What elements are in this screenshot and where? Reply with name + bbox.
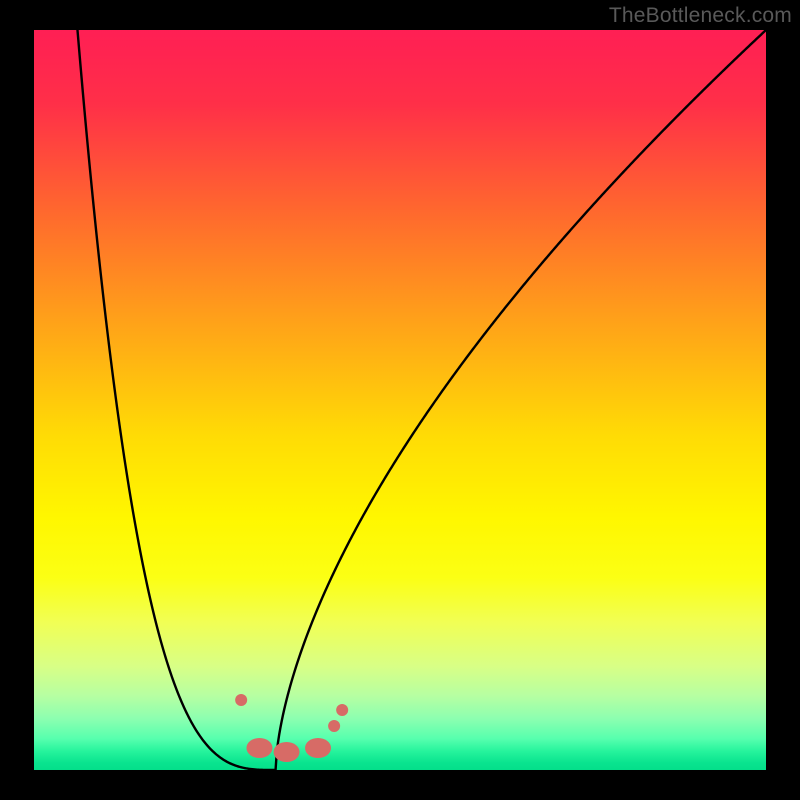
marker-point — [305, 738, 331, 758]
marker-point — [328, 720, 340, 732]
marker-point — [336, 704, 348, 716]
plot-background — [34, 30, 766, 770]
chart-stage: TheBottleneck.com — [0, 0, 800, 800]
marker-point — [235, 694, 247, 706]
marker-point — [246, 738, 272, 758]
marker-point — [274, 742, 300, 762]
watermark-text: TheBottleneck.com — [609, 4, 792, 28]
bottleneck-chart — [0, 0, 800, 800]
